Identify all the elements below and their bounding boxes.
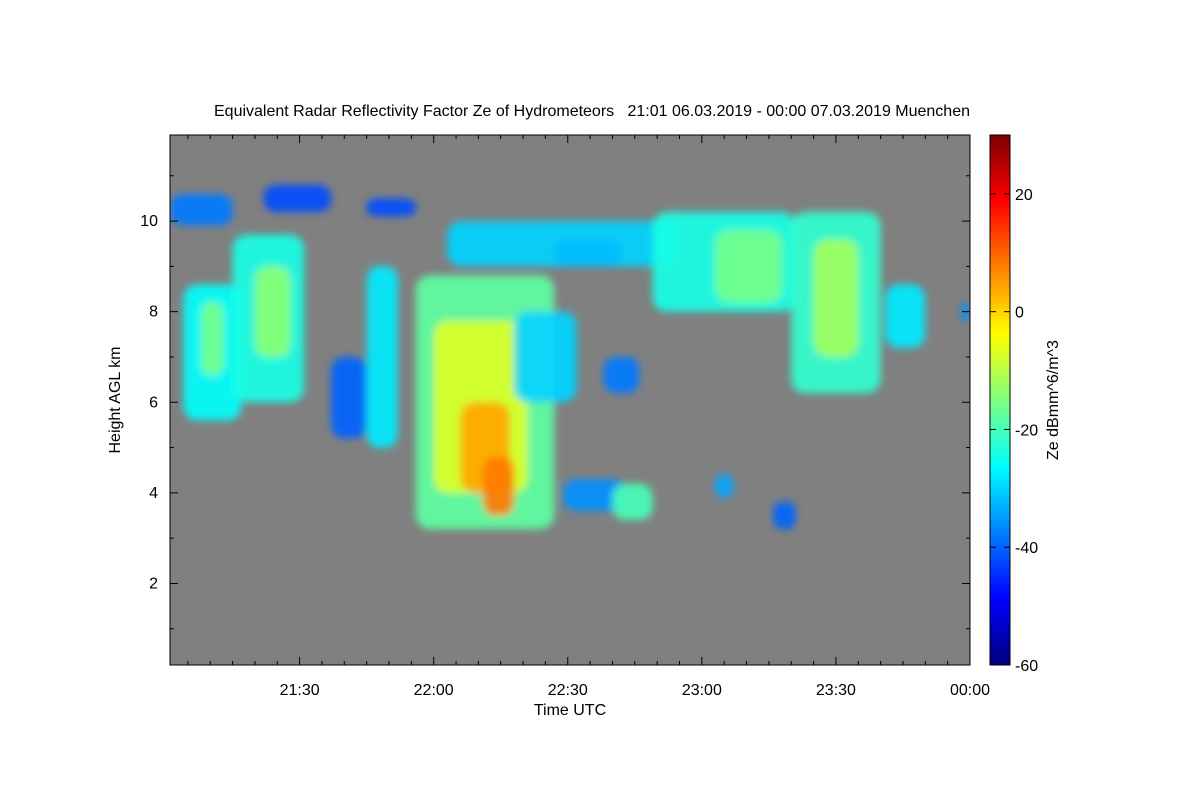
x-axis: 21:30 22:00 22:30 23:00 23:30 00:00 xyxy=(187,135,990,699)
colorbar-tick-label: -40 xyxy=(1015,540,1038,557)
colorbar-tick-label: 20 xyxy=(1015,187,1033,204)
echo-cell xyxy=(554,239,622,267)
colorbar-tick-label: -60 xyxy=(1015,658,1038,675)
y-tick-label: 4 xyxy=(149,485,158,502)
colorbar-ticks: 20 0 -20 -40 -60 xyxy=(990,187,1038,675)
colorbar-tick-label: -20 xyxy=(1015,422,1038,439)
echo-cell xyxy=(330,356,367,439)
echo-cell xyxy=(612,483,653,521)
echo-cell xyxy=(514,311,577,403)
y-axis-title: Height AGL km xyxy=(107,346,124,453)
echo-cell xyxy=(366,266,398,448)
echo-cell xyxy=(813,239,859,357)
echo-cells xyxy=(170,184,970,530)
echo-cell xyxy=(482,456,515,516)
echo-cell xyxy=(366,198,416,217)
y-tick-label: 2 xyxy=(149,575,158,592)
echo-cell xyxy=(715,474,734,498)
echo-cell xyxy=(254,266,291,357)
echo-cell xyxy=(201,302,224,376)
chart-title: Equivalent Radar Reflectivity Factor Ze … xyxy=(214,103,970,120)
echo-cell xyxy=(603,356,640,394)
y-tick-label: 8 xyxy=(149,304,158,321)
y-axis: 2 4 6 8 10 xyxy=(140,175,970,630)
echo-cell xyxy=(170,193,233,226)
echo-cell xyxy=(773,501,796,530)
colorbar xyxy=(989,134,1011,666)
x-tick-label: 23:00 xyxy=(682,682,722,699)
echo-cell xyxy=(263,184,331,213)
y-tick-label: 6 xyxy=(149,394,158,411)
echo-cell xyxy=(563,479,626,511)
x-tick-label: 22:00 xyxy=(414,682,454,699)
x-tick-label: 22:30 xyxy=(548,682,588,699)
plot-frame xyxy=(169,134,971,666)
x-tick-label: 00:00 xyxy=(950,682,990,699)
x-axis-title: Time UTC xyxy=(534,702,606,719)
echo-cell xyxy=(715,230,783,303)
echo-cell xyxy=(885,284,926,348)
x-tick-label: 21:30 xyxy=(280,682,320,699)
colorbar-title: Ze dBmm^6/m^3 xyxy=(1045,340,1062,460)
x-tick-label: 23:30 xyxy=(816,682,856,699)
colorbar-tick-label: 0 xyxy=(1015,305,1024,322)
y-tick-label: 10 xyxy=(140,213,158,230)
